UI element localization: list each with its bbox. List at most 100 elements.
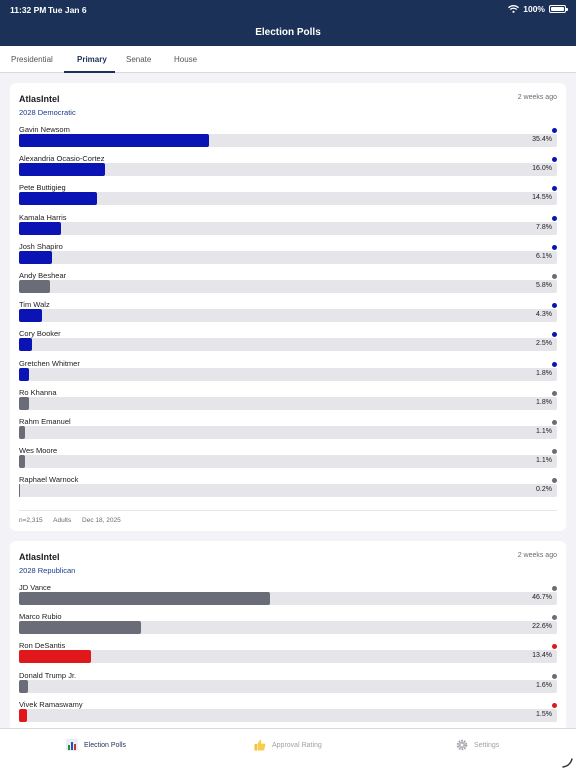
battery-icon: [549, 5, 568, 13]
party-dot-icon: [552, 644, 557, 650]
candidate-name: JD Vance: [19, 583, 51, 592]
bar-track: 1.1%: [19, 455, 557, 469]
bar-fill: [19, 338, 33, 352]
bar-track: 1.8%: [19, 396, 557, 410]
candidate-name: Gretchen Whitmer: [19, 358, 80, 368]
candidate-row-cory-booker: Cory Booker 2.5%: [19, 329, 557, 358]
tab-presidential[interactable]: Presidential: [11, 55, 53, 64]
divider: [19, 510, 557, 511]
bar-track: 1.8%: [19, 367, 557, 381]
percentage-label: 1.8%: [536, 369, 552, 377]
bar-fill: [19, 484, 21, 498]
party-dot-icon: [552, 615, 557, 621]
gear-icon: [456, 739, 468, 751]
race-label: 2028 Republican: [19, 566, 76, 575]
poll-card-republican[interactable]: AtlasIntel 2 weeks ago 2028 Republican J…: [10, 541, 566, 731]
bar-fill: [19, 650, 92, 664]
bar-track: 2.5%: [19, 338, 557, 352]
bar-fill: [19, 309, 43, 323]
percentage-label: 46.7%: [532, 594, 552, 601]
bar-track: 46.7%: [19, 592, 557, 605]
percentage-label: 22.6%: [532, 623, 552, 631]
percentage-label: 7.8%: [536, 223, 552, 231]
candidate-row-gavin-newsom: Gavin Newsom 35.4%: [19, 125, 557, 154]
poll-card-democratic[interactable]: AtlasIntel 2 weeks ago 2028 Democratic n…: [10, 83, 566, 531]
candidate-row-pete-buttigieg: Pete Buttigieg 14.5%: [19, 183, 557, 212]
bar-track: 16.0%: [19, 163, 557, 177]
bar-fill: [19, 426, 25, 439]
candidate-name: Andy Beshear: [19, 271, 67, 280]
party-dot-icon: [552, 303, 557, 309]
percentage-label: 13.4%: [532, 652, 552, 660]
candidate-row-raphael-warnock: Raphael Warnock 0.2%: [19, 475, 557, 504]
navigation-header: 11:32 PM Tue Jan 6 100% Election Polls: [0, 0, 576, 46]
tab-primary[interactable]: Primary: [77, 55, 107, 64]
bar-track: 4.3%: [19, 309, 557, 323]
tabbar-approval-rating[interactable]: Approval Rating: [254, 739, 322, 751]
bar-fill: [19, 708, 28, 722]
tabbar-label: Approval Rating: [272, 741, 322, 749]
bar-fill: [19, 221, 61, 235]
tabbar-settings[interactable]: Settings: [456, 739, 499, 751]
pollster-name: AtlasIntel: [19, 552, 60, 562]
party-dot-icon: [552, 332, 557, 338]
party-dot-icon: [552, 215, 557, 221]
bar-fill: [19, 192, 97, 206]
tab-house[interactable]: House: [174, 55, 198, 64]
candidate-row-alexandria-ocasio-cortez: Alexandria Ocasio-Cortez 16.0%: [19, 154, 557, 183]
population: Adults: [53, 517, 72, 524]
candidate-name: Wes Moore: [19, 446, 58, 456]
bar-track: 1.5%: [19, 708, 557, 722]
status-date: Tue Jan 6: [48, 5, 87, 15]
battery-percent: 100%: [523, 4, 545, 14]
tabbar-election-polls[interactable]: Election Polls: [66, 739, 126, 751]
percentage-label: 1.5%: [536, 710, 552, 718]
page-title: Election Polls: [255, 27, 321, 38]
candidate-row-vivek-ramaswamy: Vivek Ramaswamy 1.5%: [19, 700, 557, 729]
party-dot-icon: [552, 361, 557, 367]
active-tab-indicator: [64, 71, 115, 73]
party-dot-icon: [552, 702, 557, 708]
bar-fill: [19, 455, 25, 469]
party-dot-icon: [552, 128, 557, 133]
tabbar-label: Election Polls: [84, 741, 127, 749]
poll-meta: n=2,315 Adults Dec 18, 2025: [19, 517, 130, 524]
bar-track: 7.8%: [19, 221, 557, 235]
party-dot-icon: [552, 586, 557, 591]
segment-tabs: Presidential Primary Senate House: [0, 46, 576, 73]
bar-track: 35.4%: [19, 134, 557, 147]
percentage-label: 1.6%: [536, 681, 552, 689]
percentage-label: 2.5%: [536, 340, 552, 348]
percentage-label: 35.4%: [532, 136, 552, 143]
pollster-name: AtlasIntel: [19, 94, 60, 104]
resize-handle-icon: [562, 758, 573, 768]
percentage-label: 1.8%: [536, 398, 552, 406]
candidate-row-josh-shapiro: Josh Shapiro 6.1%: [19, 242, 557, 271]
candidate-name: Pete Buttigieg: [19, 183, 66, 193]
thumbs-up-icon: [254, 739, 266, 751]
candidate-row-kamala-harris: Kamala Harris 7.8%: [19, 213, 557, 242]
party-dot-icon: [552, 420, 557, 425]
percentage-label: 0.2%: [536, 486, 552, 494]
candidate-row-gretchen-whitmer: Gretchen Whitmer 1.8%: [19, 359, 557, 388]
bar-track: 0.2%: [19, 484, 557, 498]
candidate-name: Donald Trump Jr.: [19, 670, 77, 680]
candidate-name: Kamala Harris: [19, 212, 67, 222]
party-dot-icon: [552, 478, 557, 484]
bar-track: 6.1%: [19, 250, 557, 264]
candidate-row-andy-beshear: Andy Beshear 5.8%: [19, 271, 557, 300]
party-dot-icon: [552, 449, 557, 455]
candidate-row-rahm-emanuel: Rahm Emanuel 1.1%: [19, 417, 557, 446]
bar-track: 5.8%: [19, 280, 557, 293]
race-label: 2028 Democratic: [19, 108, 76, 117]
status-time: 11:32 PM: [10, 5, 47, 15]
candidate-name: Ro Khanna: [19, 387, 57, 397]
candidate-row-ro-khanna: Ro Khanna 1.8%: [19, 388, 557, 417]
sample-size: n=2,315: [19, 517, 43, 524]
percentage-label: 5.8%: [536, 282, 552, 289]
candidate-name: Josh Shapiro: [19, 241, 63, 251]
bottom-tab-bar: Election Polls Approval Rating Settings: [0, 728, 576, 768]
tab-senate[interactable]: Senate: [126, 55, 152, 64]
party-dot-icon: [552, 673, 557, 679]
candidate-name: Tim Walz: [19, 300, 50, 310]
